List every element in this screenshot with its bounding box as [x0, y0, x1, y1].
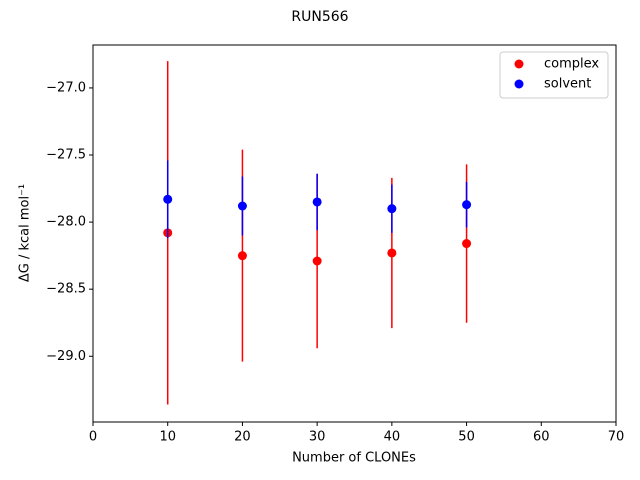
y-axis-label: ΔG / kcal mol⁻¹: [18, 184, 33, 282]
x-tick-label: 20: [234, 430, 251, 445]
data-point: [387, 248, 397, 258]
y-tick-label: −27.0: [46, 80, 86, 95]
x-tick-label: 50: [458, 430, 475, 445]
legend-marker: [514, 59, 524, 69]
y-tick-label: −27.5: [46, 148, 86, 163]
data-point: [387, 204, 397, 214]
x-tick-label: 70: [608, 430, 625, 445]
plot-frame: [92, 44, 617, 423]
data-point: [462, 200, 472, 210]
y-tick-label: −28.5: [46, 282, 86, 297]
x-tick-label: 40: [384, 430, 401, 445]
x-tick-label: 10: [159, 430, 176, 445]
legend-label: complex: [544, 57, 599, 72]
data-point: [237, 201, 247, 211]
y-tick-label: −29.0: [46, 349, 86, 364]
x-tick-label: 30: [309, 430, 326, 445]
data-point: [312, 256, 322, 266]
x-axis-label: Number of CLONEs: [292, 451, 416, 466]
x-tick-label: 0: [89, 430, 97, 445]
chart-title: RUN566: [291, 9, 348, 25]
data-point: [163, 194, 173, 204]
x-tick-label: 60: [533, 430, 550, 445]
data-point: [312, 197, 322, 207]
y-tick-label: −28.0: [46, 215, 86, 230]
legend-label: solvent: [544, 77, 591, 92]
data-point: [462, 239, 472, 249]
legend-box: [499, 51, 609, 99]
data-point: [237, 251, 247, 261]
legend-marker: [514, 79, 524, 89]
